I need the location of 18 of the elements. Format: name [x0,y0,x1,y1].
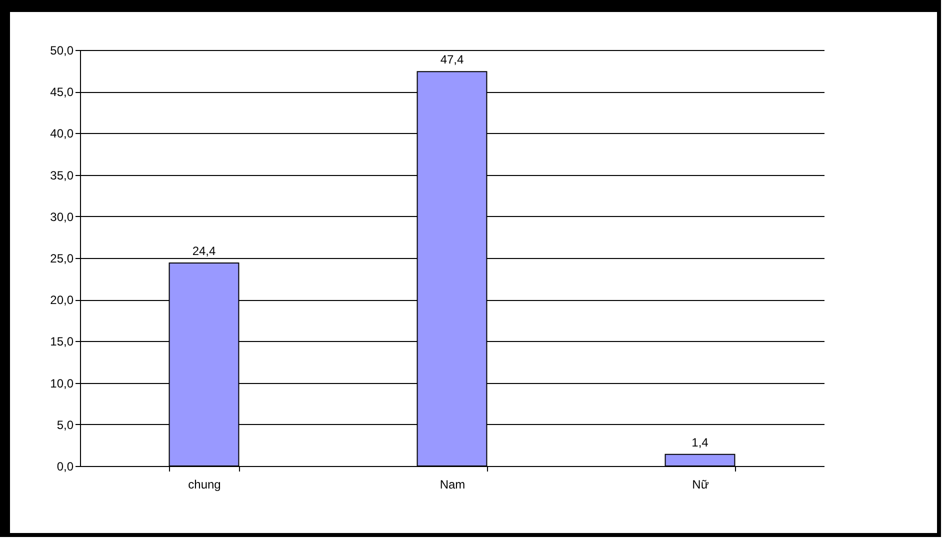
bar [664,454,736,466]
y-tick-label: 40,0 [50,126,74,141]
x-tick-label: Nữ [692,478,709,492]
y-tick-label: 20,0 [50,293,74,308]
y-tick-label: 35,0 [50,168,74,182]
y-tick-label: 5,0 [56,418,74,432]
data-label: 1,4 [692,435,709,450]
y-tick-label: 15,0 [50,334,74,349]
y-tick-label: 25,0 [50,252,74,266]
y-tick-label: 10,0 [50,376,74,390]
data-label: 47,4 [440,52,464,67]
y-tick-label: 30,0 [50,210,74,224]
x-tick-label: chung [188,478,221,492]
y-tick-label: 0,0 [56,460,74,474]
y-tick-label: 45,0 [50,85,74,100]
data-label: 24,4 [192,244,216,258]
x-tick-label: Nam [440,478,466,492]
y-tick-label: 50,0 [50,44,74,58]
